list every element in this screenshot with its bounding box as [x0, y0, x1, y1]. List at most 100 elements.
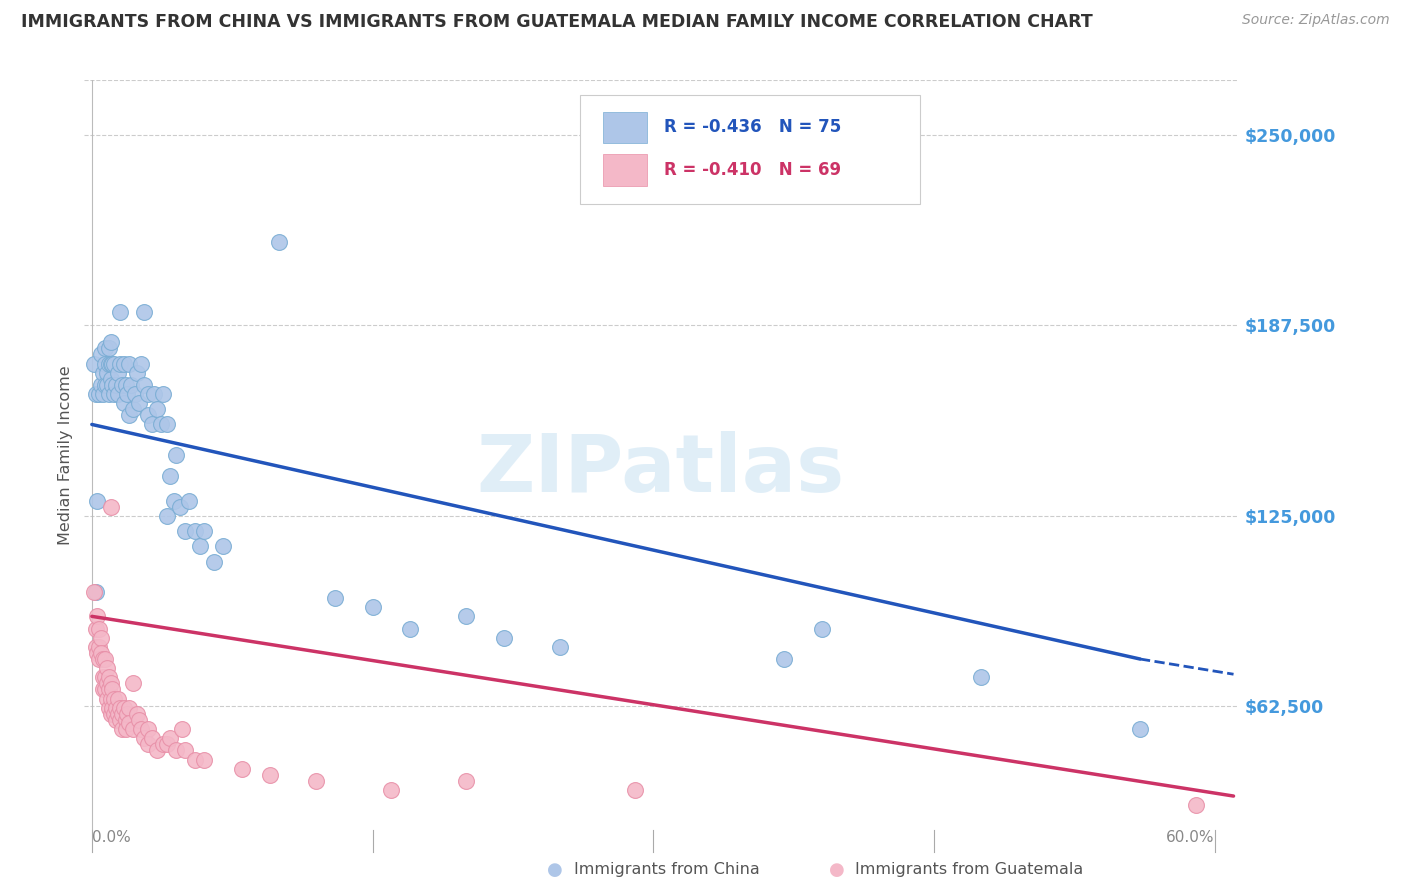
Point	[129, 722, 152, 736]
Point	[492, 631, 515, 645]
Point	[97, 341, 120, 355]
Point	[91, 682, 114, 697]
Point	[97, 670, 120, 684]
Point	[773, 652, 796, 666]
Point	[108, 305, 131, 319]
Point	[97, 387, 120, 401]
Point	[91, 366, 114, 380]
Point	[323, 591, 346, 605]
Text: IMMIGRANTS FROM CHINA VS IMMIGRANTS FROM GUATEMALA MEDIAN FAMILY INCOME CORRELAT: IMMIGRANTS FROM CHINA VS IMMIGRANTS FROM…	[21, 13, 1092, 31]
Point	[94, 377, 117, 392]
Point	[96, 661, 118, 675]
Text: ●: ●	[547, 861, 564, 879]
Point	[107, 691, 129, 706]
Point	[90, 631, 112, 645]
Point	[152, 737, 174, 751]
Point	[141, 731, 163, 746]
Point	[97, 700, 120, 714]
Point	[114, 722, 136, 736]
Point	[84, 387, 107, 401]
Point	[111, 706, 134, 721]
Point	[101, 357, 124, 371]
Point	[107, 387, 129, 401]
Point	[159, 469, 181, 483]
Point	[165, 448, 187, 462]
Point	[128, 713, 150, 727]
Point	[456, 609, 478, 624]
Point	[174, 743, 197, 757]
Point	[136, 387, 159, 401]
Point	[83, 357, 105, 371]
Point	[129, 357, 152, 371]
Point	[94, 652, 117, 666]
Point	[103, 691, 125, 706]
Text: 0.0%: 0.0%	[91, 830, 131, 845]
Point	[100, 691, 122, 706]
Point	[101, 700, 124, 714]
Point	[122, 676, 145, 690]
Point	[184, 524, 207, 538]
Text: Immigrants from China: Immigrants from China	[574, 863, 759, 877]
Point	[118, 409, 141, 423]
Text: R = -0.410   N = 69: R = -0.410 N = 69	[664, 161, 841, 179]
Point	[380, 783, 402, 797]
Point	[141, 417, 163, 432]
Point	[105, 700, 128, 714]
Point	[170, 722, 193, 736]
Point	[100, 500, 122, 514]
Text: ●: ●	[828, 861, 845, 879]
Point	[125, 366, 148, 380]
Point	[103, 706, 125, 721]
Point	[111, 722, 134, 736]
Point	[103, 357, 125, 371]
Point	[89, 652, 111, 666]
Point	[212, 539, 235, 553]
Point	[100, 372, 122, 386]
Point	[399, 622, 422, 636]
Point	[156, 417, 179, 432]
Point	[90, 377, 112, 392]
Point	[174, 524, 197, 538]
Point	[96, 366, 118, 380]
Point	[114, 713, 136, 727]
Point	[190, 539, 212, 553]
Point	[156, 508, 179, 523]
Point	[125, 706, 148, 721]
Point	[134, 377, 156, 392]
Bar	[603, 154, 647, 186]
Point	[184, 752, 207, 766]
Point	[84, 640, 107, 654]
Point	[91, 652, 114, 666]
Point	[94, 670, 117, 684]
Point	[107, 366, 129, 380]
Point	[84, 622, 107, 636]
Point	[231, 762, 253, 776]
Point	[86, 646, 108, 660]
Point	[94, 341, 117, 355]
Point	[108, 357, 131, 371]
Point	[112, 700, 135, 714]
Point	[96, 377, 118, 392]
Point	[108, 713, 131, 727]
Point	[136, 737, 159, 751]
Point	[193, 752, 215, 766]
Point	[623, 783, 645, 797]
Point	[122, 722, 145, 736]
Point	[90, 347, 112, 361]
Point	[86, 609, 108, 624]
Point	[100, 706, 122, 721]
Point	[165, 743, 187, 757]
Point	[146, 402, 169, 417]
Point	[100, 357, 122, 371]
Point	[1129, 722, 1152, 736]
Text: ZIPatlas: ZIPatlas	[477, 431, 845, 509]
Point	[118, 357, 141, 371]
Point	[103, 387, 125, 401]
Point	[84, 585, 107, 599]
Point	[96, 691, 118, 706]
Point	[136, 722, 159, 736]
Point	[456, 773, 478, 788]
Point	[305, 773, 328, 788]
Point	[156, 737, 179, 751]
Point	[259, 768, 281, 782]
